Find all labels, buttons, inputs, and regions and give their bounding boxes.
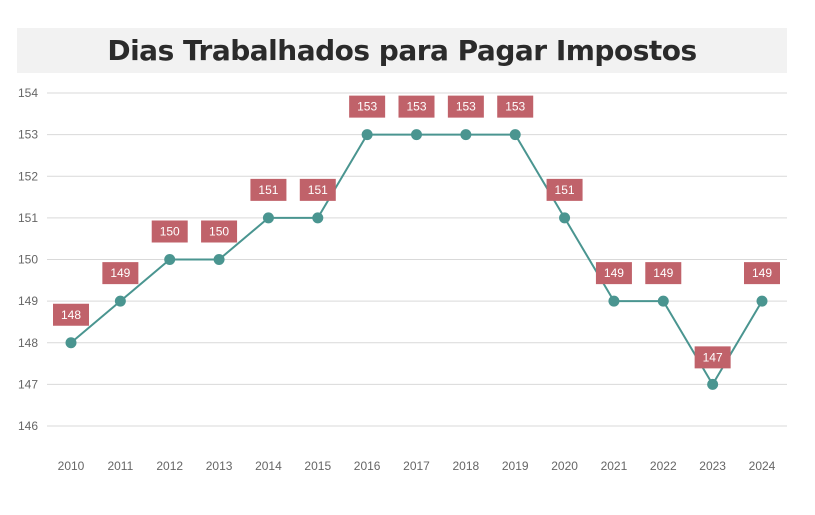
y-tick-label: 147 [18,377,38,391]
data-point [65,337,77,349]
data-label: 151 [555,183,575,197]
data-point [213,254,225,265]
x-tick-label: 2013 [206,459,233,473]
data-point [164,254,176,265]
data-label-box [201,220,238,243]
data-point [608,295,620,307]
data-label-box [694,346,731,369]
data-label-box [53,303,89,326]
x-tick-label: 2014 [255,459,282,473]
data-label: 151 [308,183,328,197]
data-label-box [447,95,484,118]
data-label: 153 [357,100,377,114]
y-tick-label: 149 [18,294,38,308]
data-point [361,129,373,141]
data-label: 153 [505,100,525,114]
data-label: 149 [604,266,624,280]
data-label: 148 [61,308,81,322]
data-label-box [497,95,534,118]
data-label: 150 [209,225,229,239]
data-label-box [595,262,632,285]
x-tick-label: 2010 [58,459,85,473]
data-label: 147 [703,350,723,364]
data-label-box [546,178,583,201]
data-label-box [645,262,682,285]
x-tick-label: 2018 [453,459,480,473]
y-tick-label: 153 [18,128,38,142]
x-tick-label: 2011 [107,459,133,473]
data-label-box [398,95,435,118]
chart-title-bar: Dias Trabalhados para Pagar Impostos [17,28,787,73]
data-point [411,129,422,141]
data-point [657,295,669,307]
x-tick-label: 2017 [403,459,430,473]
y-tick-label: 152 [18,169,38,183]
x-tick-label: 2016 [354,459,381,473]
data-point [312,212,324,224]
data-label-box [250,178,287,201]
data-label: 153 [456,100,476,114]
y-tick-label: 148 [18,336,38,350]
x-tick-label: 2021 [601,459,628,473]
data-point [460,129,472,141]
chart-title: Dias Trabalhados para Pagar Impostos [107,34,697,67]
x-tick-label: 2020 [551,459,578,473]
x-tick-label: 2015 [304,459,331,473]
x-tick-label: 2012 [156,459,183,473]
data-label-box [151,220,188,243]
y-tick-label: 151 [18,211,38,225]
x-tick-label: 2023 [699,459,726,473]
y-tick-label: 154 [18,86,38,100]
data-point [509,129,521,141]
data-point [262,212,274,224]
data-label-box [299,178,336,201]
data-point [114,295,126,307]
data-point [707,378,719,390]
data-label-box [102,262,139,285]
x-tick-label: 2024 [749,459,776,473]
data-label: 153 [406,100,426,114]
data-label: 149 [110,266,130,280]
y-tick-label: 146 [18,419,38,433]
data-point [756,295,768,307]
data-label: 150 [160,225,180,239]
data-label: 151 [258,183,278,197]
y-tick-label: 150 [18,253,38,267]
data-label: 149 [752,266,772,280]
data-point [559,212,571,224]
x-tick-label: 2022 [650,459,677,473]
x-tick-label: 2019 [502,459,529,473]
data-label-box [744,262,780,285]
data-label: 149 [653,266,673,280]
data-label-box [349,95,386,118]
